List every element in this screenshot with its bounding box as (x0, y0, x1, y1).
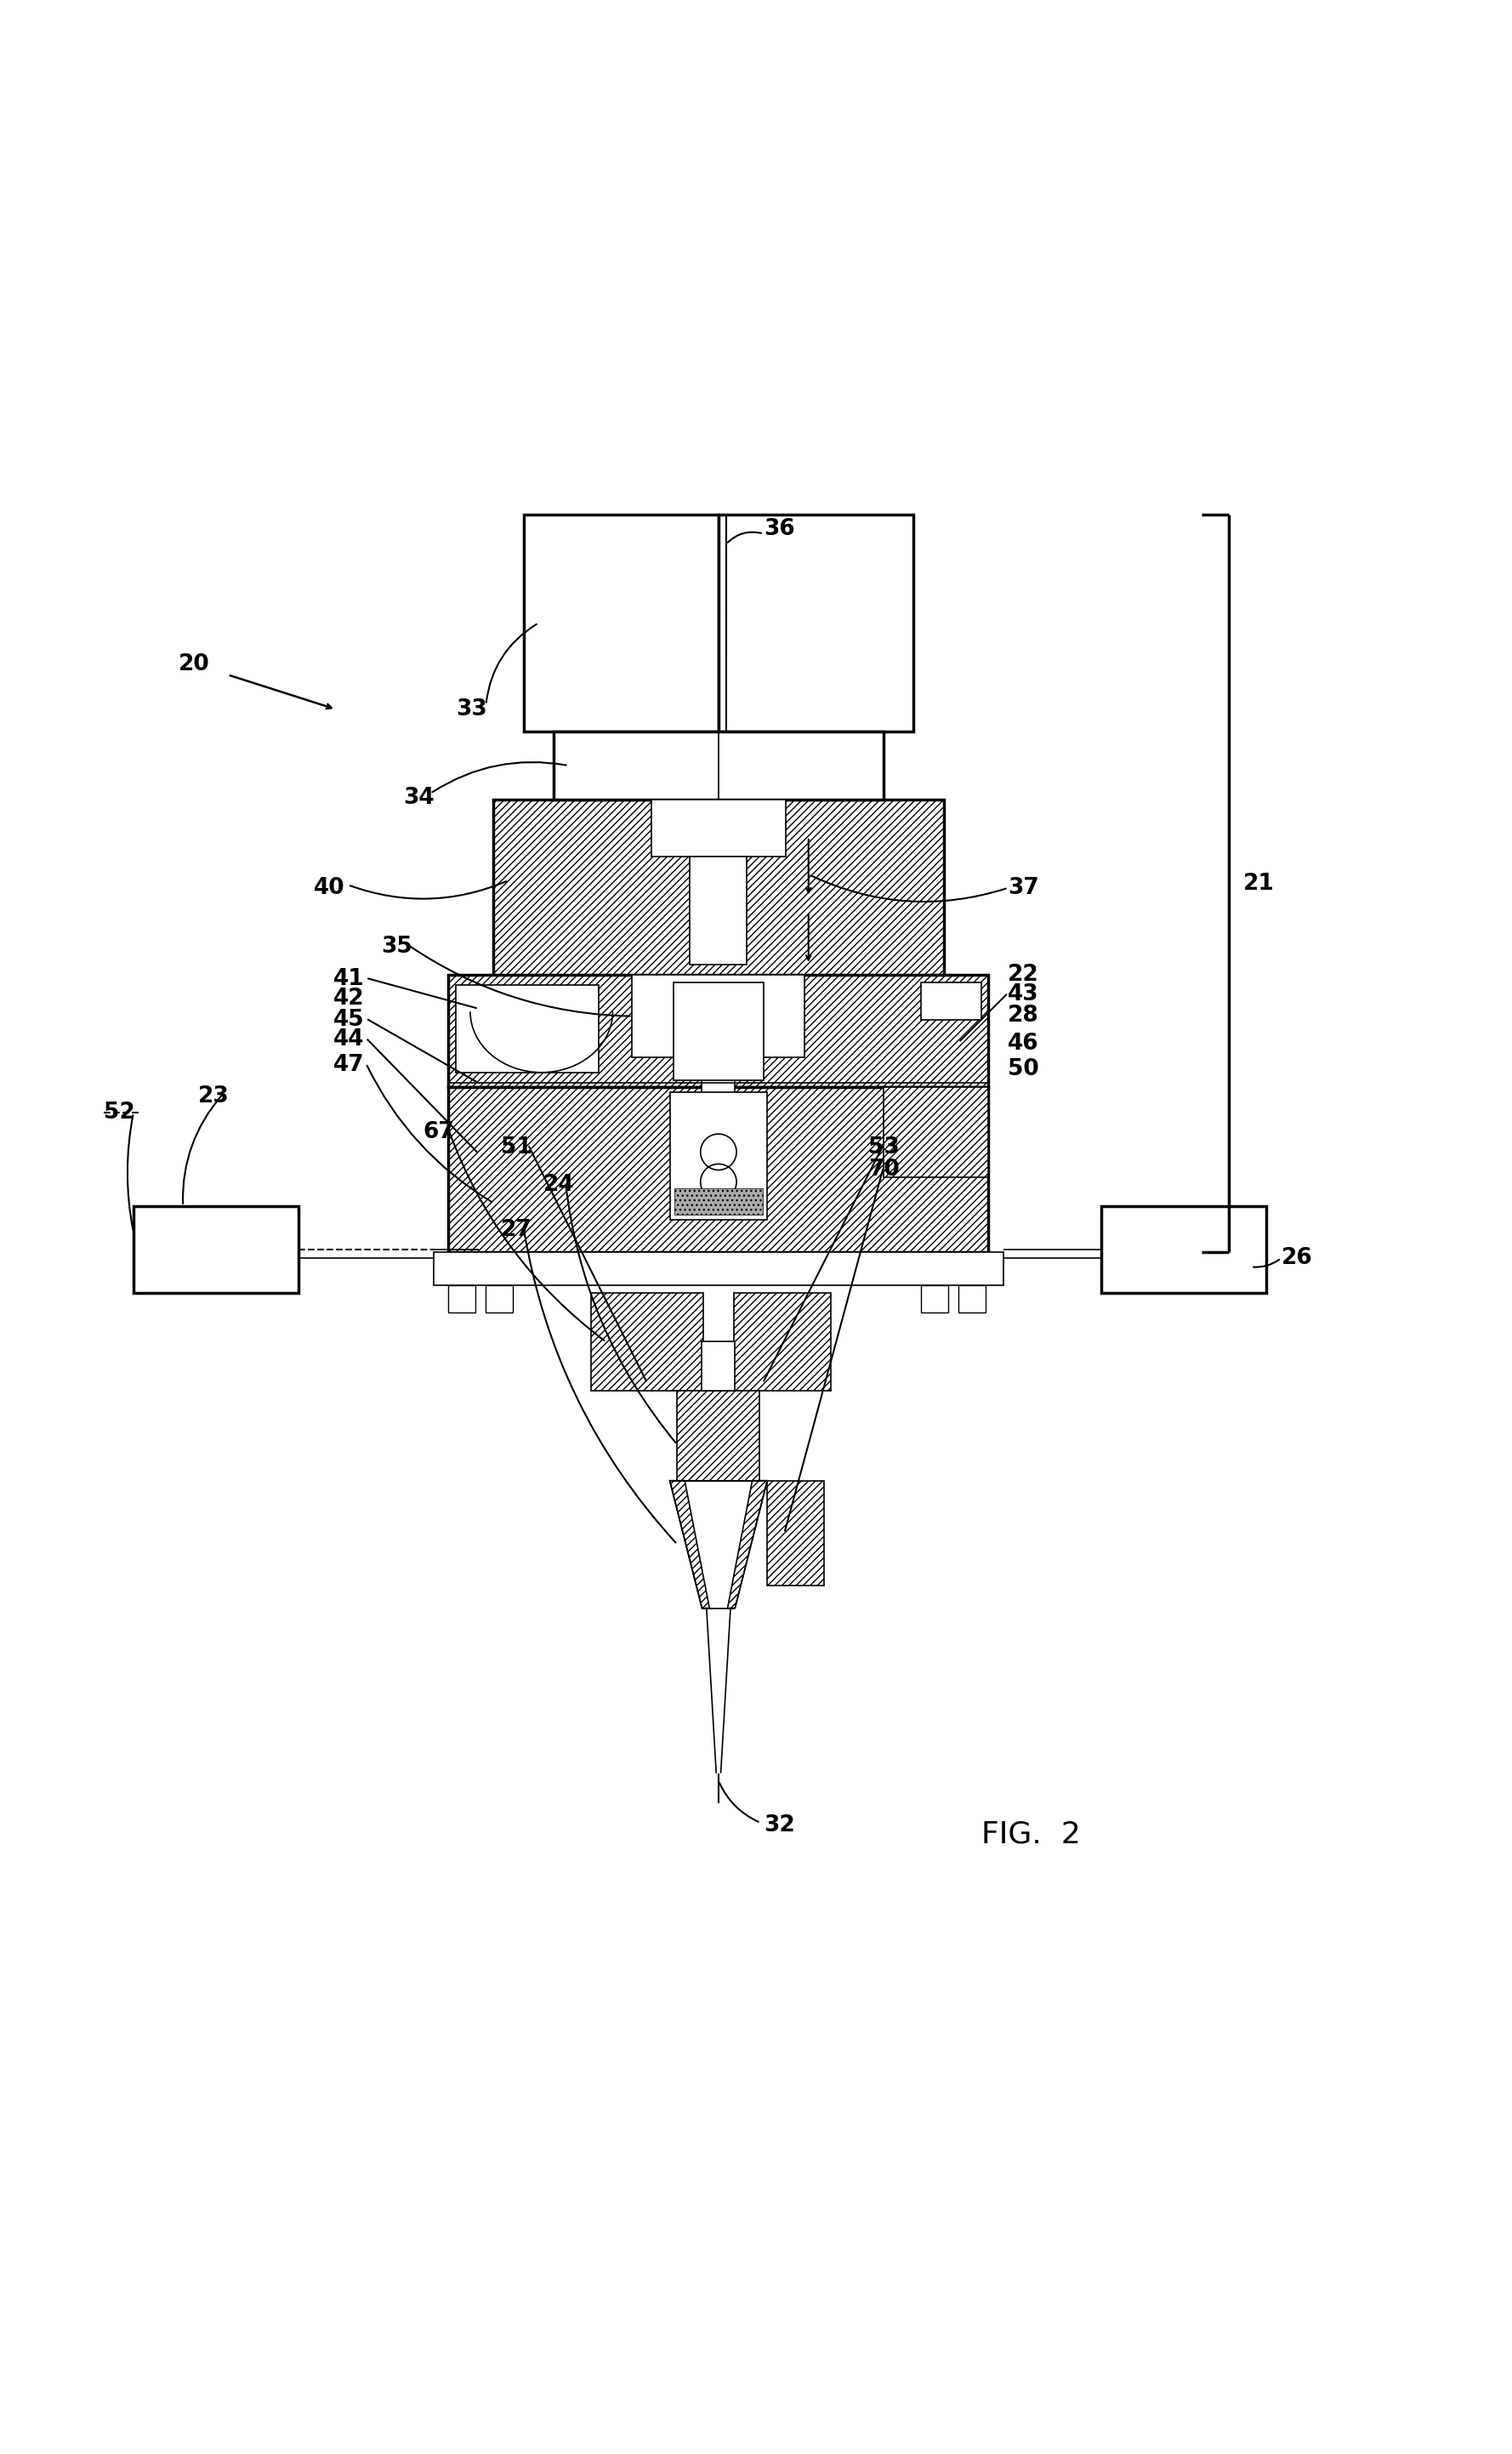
Polygon shape (670, 1480, 709, 1607)
Text: FIG.  2: FIG. 2 (981, 1821, 1081, 1850)
Bar (449, 974, 989, 1087)
Text: 37: 37 (1009, 876, 1039, 898)
Text: 43: 43 (1009, 984, 1039, 1006)
Text: 67: 67 (423, 1121, 454, 1144)
Text: 53: 53 (868, 1136, 900, 1158)
Text: 52: 52 (103, 1102, 135, 1124)
Bar (1101, 1205, 1266, 1293)
Text: 35: 35 (381, 935, 413, 957)
Bar (553, 731, 883, 800)
Bar (523, 515, 718, 731)
Text: 26: 26 (1281, 1247, 1312, 1269)
Bar (702, 1342, 735, 1391)
Text: 22: 22 (1009, 964, 1039, 987)
Text: 41: 41 (333, 969, 364, 991)
Text: 24: 24 (543, 1173, 575, 1195)
Text: 47: 47 (333, 1053, 364, 1075)
Text: 27: 27 (500, 1220, 532, 1242)
Text: 70: 70 (868, 1158, 900, 1180)
Bar (591, 1293, 703, 1391)
Bar (689, 856, 747, 964)
Bar (702, 1058, 735, 1109)
Bar (921, 982, 981, 1021)
Bar (921, 1286, 948, 1313)
Text: 42: 42 (333, 989, 364, 1011)
Bar (718, 515, 913, 731)
Text: 32: 32 (764, 1814, 795, 1836)
Bar (493, 800, 943, 1001)
Bar (652, 800, 786, 856)
Bar (632, 974, 804, 1058)
Bar (670, 1092, 767, 1220)
Bar (959, 1286, 986, 1313)
Text: 21: 21 (1243, 871, 1275, 893)
Text: 34: 34 (404, 788, 434, 810)
Text: 40: 40 (313, 876, 345, 898)
Polygon shape (727, 1480, 767, 1607)
Bar (677, 1391, 759, 1480)
Text: 46: 46 (1009, 1033, 1039, 1055)
Bar (485, 1286, 513, 1313)
Bar (674, 1188, 762, 1215)
Bar (673, 982, 764, 1080)
Text: 44: 44 (333, 1028, 364, 1050)
Bar (733, 1293, 832, 1391)
Bar (133, 1205, 298, 1293)
Text: 33: 33 (457, 699, 487, 721)
Bar (883, 1087, 989, 1178)
Text: 20: 20 (178, 653, 210, 675)
Bar (449, 1087, 989, 1252)
Text: 50: 50 (1009, 1058, 1039, 1080)
Bar (767, 1480, 824, 1585)
Text: 51: 51 (500, 1136, 532, 1158)
Text: 36: 36 (764, 518, 795, 540)
Bar (434, 1252, 1004, 1286)
Bar (449, 1286, 475, 1313)
Text: 45: 45 (333, 1009, 364, 1031)
Text: 28: 28 (1009, 1004, 1039, 1026)
Text: 23: 23 (198, 1085, 230, 1107)
Bar (457, 987, 599, 1072)
